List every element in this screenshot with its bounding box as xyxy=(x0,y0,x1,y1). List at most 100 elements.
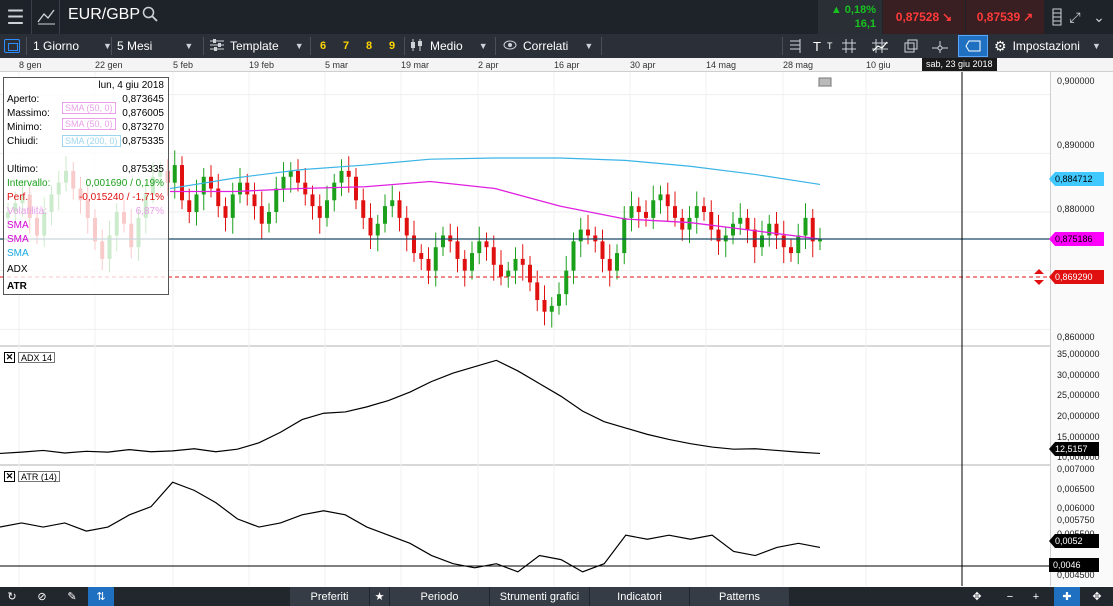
quick-period-9[interactable]: 9 xyxy=(389,40,396,52)
search-icon[interactable] xyxy=(142,6,158,27)
candle-body xyxy=(694,206,699,218)
cursor-tool-icon[interactable] xyxy=(932,34,948,58)
quick-period-6[interactable]: 6 xyxy=(320,40,327,52)
candle-body xyxy=(651,200,656,218)
date-label: 19 mar xyxy=(401,60,430,70)
candle-body xyxy=(600,241,605,259)
template-dropdown[interactable]: Template ▼ xyxy=(210,34,304,58)
candle-body xyxy=(412,235,416,254)
candle-body xyxy=(687,217,692,230)
chevron-down-icon[interactable]: ⌄ xyxy=(1093,8,1105,25)
indicator-atr[interactable]: ATR xyxy=(7,281,27,292)
quick-period-8[interactable]: 8 xyxy=(366,40,373,52)
candle-body xyxy=(288,170,293,177)
sell-price-button[interactable]: 0,87528 ↘ xyxy=(883,0,965,34)
range-dropdown[interactable]: 5 Mesi ▼ xyxy=(117,34,193,58)
crosshair-icon[interactable]: ✚ xyxy=(1054,587,1080,606)
quick-period-7[interactable]: 7 xyxy=(343,40,350,52)
zoom-out-icon[interactable]: − xyxy=(1006,590,1014,603)
move-icon[interactable]: ✥ xyxy=(972,591,982,603)
indicator-sma-2[interactable]: SMA xyxy=(7,234,29,245)
candle-body xyxy=(731,223,735,236)
fullscreen-icon[interactable]: ⤢ xyxy=(1069,8,1081,25)
layout-toggle-button[interactable] xyxy=(4,34,20,58)
block-icon[interactable]: ⊘ xyxy=(37,591,47,603)
zoom-in-icon[interactable]: + xyxy=(1032,590,1040,603)
crosshair-date-tag: sab, 23 giu 2018 xyxy=(922,58,997,71)
adx-tick: 15,000000 xyxy=(1057,432,1100,442)
date-label: 22 gen xyxy=(95,60,123,70)
alert-down-icon[interactable] xyxy=(1034,280,1044,285)
correlated-dropdown[interactable]: Correlati ▼ xyxy=(503,34,593,58)
candle-body xyxy=(238,182,242,195)
chart-style-dropdown[interactable]: Medio ▼ xyxy=(410,34,488,58)
pencil-icon[interactable]: ✎ xyxy=(67,591,77,603)
candle-body xyxy=(368,217,373,236)
last-value: 0,875335 xyxy=(122,164,164,175)
candle-body xyxy=(180,165,184,201)
candle-body xyxy=(470,253,474,271)
tab-patterns[interactable]: Patterns xyxy=(690,587,790,606)
indicator-adx[interactable]: ADX xyxy=(7,264,28,275)
date-axis: 8 gen 22 gen 5 feb 19 feb 5 mar 19 mar 2… xyxy=(0,58,1113,72)
candle-body xyxy=(172,165,177,183)
hamburger-menu-icon[interactable]: ☰ xyxy=(0,0,32,34)
chart-icon[interactable] xyxy=(32,0,60,34)
tab-drawing-tools[interactable]: Strumenti grafici xyxy=(490,587,590,606)
date-label: 19 feb xyxy=(249,60,275,70)
date-label: 5 feb xyxy=(173,60,194,70)
open-value: 0,873645 xyxy=(122,94,164,105)
sort-arrows-icon[interactable]: ⇅ xyxy=(88,587,114,606)
tab-period[interactable]: Periodo xyxy=(390,587,490,606)
buy-price-button[interactable]: 0,87539 ↗ xyxy=(966,0,1044,34)
candle-body xyxy=(586,229,590,236)
lines-tool-icon[interactable] xyxy=(788,34,802,58)
expand-icon[interactable]: ✥ xyxy=(1092,591,1102,603)
crosshair-grid-icon[interactable] xyxy=(872,34,888,58)
candle-body xyxy=(477,241,482,254)
price-tick: 0,890000 xyxy=(1057,140,1095,150)
star-icon[interactable]: ★ xyxy=(370,587,390,606)
adx-tick: 30,000000 xyxy=(1057,370,1100,380)
interval-dropdown[interactable]: 1 Giorno ▼ xyxy=(33,34,112,58)
close-icon[interactable]: ✕ xyxy=(4,352,15,363)
indicator-sma-3[interactable]: SMA xyxy=(7,248,29,259)
columns-icon[interactable] xyxy=(1046,0,1068,34)
adx-panel-label[interactable]: ADX 14 xyxy=(18,352,56,363)
refresh-icon[interactable]: ↻ xyxy=(7,591,17,603)
candle-body xyxy=(209,176,213,189)
candle-body xyxy=(433,247,438,271)
candle-body xyxy=(513,258,518,271)
alert-up-icon[interactable] xyxy=(1034,269,1044,274)
candle-body xyxy=(680,217,685,230)
caret-down-icon: ▼ xyxy=(184,41,194,51)
label-tool-icon[interactable] xyxy=(958,35,988,57)
grid-icon[interactable] xyxy=(842,34,856,58)
date-label: 8 gen xyxy=(19,60,42,70)
tab-indicators[interactable]: Indicatori xyxy=(590,587,690,606)
settings-button[interactable]: ⚙ Impostazioni ▼ xyxy=(994,34,1101,58)
instrument-symbol[interactable]: EUR/GBP xyxy=(68,6,141,23)
perf-label: Perf. xyxy=(7,192,29,203)
tab-favorites[interactable]: Preferiti xyxy=(290,587,370,606)
copy-window-icon[interactable] xyxy=(904,34,918,58)
info-date: lun, 4 giu 2018 xyxy=(98,80,164,91)
range-label: Intervallo: xyxy=(7,178,51,189)
overlay-sma50-label: SMA (50, 0) xyxy=(62,102,116,114)
candle-body xyxy=(375,223,380,236)
price-axis[interactable]: 0,900000 0,890000 0,880000 0,860000 35,0… xyxy=(1050,72,1113,586)
candle-body xyxy=(346,170,351,177)
close-icon[interactable]: ✕ xyxy=(4,471,15,482)
candles-icon xyxy=(410,38,424,55)
bottom-bar: ↻ ⊘ ✎ ⇅ Preferiti ★ Periodo Strumenti gr… xyxy=(0,587,1113,606)
panel-icon xyxy=(4,39,20,53)
candle-body xyxy=(194,194,199,212)
indicator-sma-1[interactable]: SMA xyxy=(7,220,29,231)
date-label: 5 mar xyxy=(325,60,349,70)
change-percent: 0,18% xyxy=(844,4,876,16)
candle-body xyxy=(361,200,366,218)
atr-panel-label[interactable]: ATR (14) xyxy=(18,471,60,482)
candle-body xyxy=(216,188,221,207)
candle-body xyxy=(615,253,619,271)
